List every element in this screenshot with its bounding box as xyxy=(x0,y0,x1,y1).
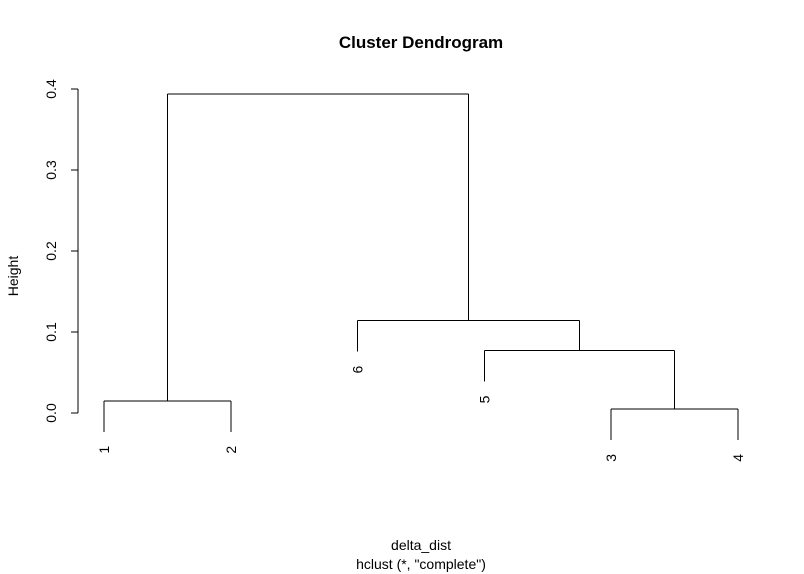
leaf-label: 4 xyxy=(730,454,746,462)
y-tick-label: 0.1 xyxy=(43,322,59,342)
y-tick-label: 0.0 xyxy=(43,403,59,423)
leaf-label: 1 xyxy=(96,446,112,454)
leaf-label: 6 xyxy=(350,365,366,373)
y-axis: 0.0 0.1 0.2 0.3 0.4 xyxy=(43,79,79,423)
dendrogram-branches xyxy=(103,93,739,440)
y-tick-label: 0.4 xyxy=(43,79,59,99)
sub-label: hclust (*, "complete") xyxy=(356,556,486,572)
leaf-label: 3 xyxy=(603,454,619,462)
leaf-label: 2 xyxy=(223,446,239,454)
leaf-labels: 1 2 6 5 3 4 xyxy=(96,365,746,461)
y-tick-label: 0.2 xyxy=(43,241,59,261)
x-axis-label: delta_dist xyxy=(391,537,451,553)
chart-title: Cluster Dendrogram xyxy=(339,33,503,52)
y-tick-label: 0.3 xyxy=(43,160,59,180)
leaf-label: 5 xyxy=(476,395,492,403)
y-axis-label: Height xyxy=(5,256,21,297)
